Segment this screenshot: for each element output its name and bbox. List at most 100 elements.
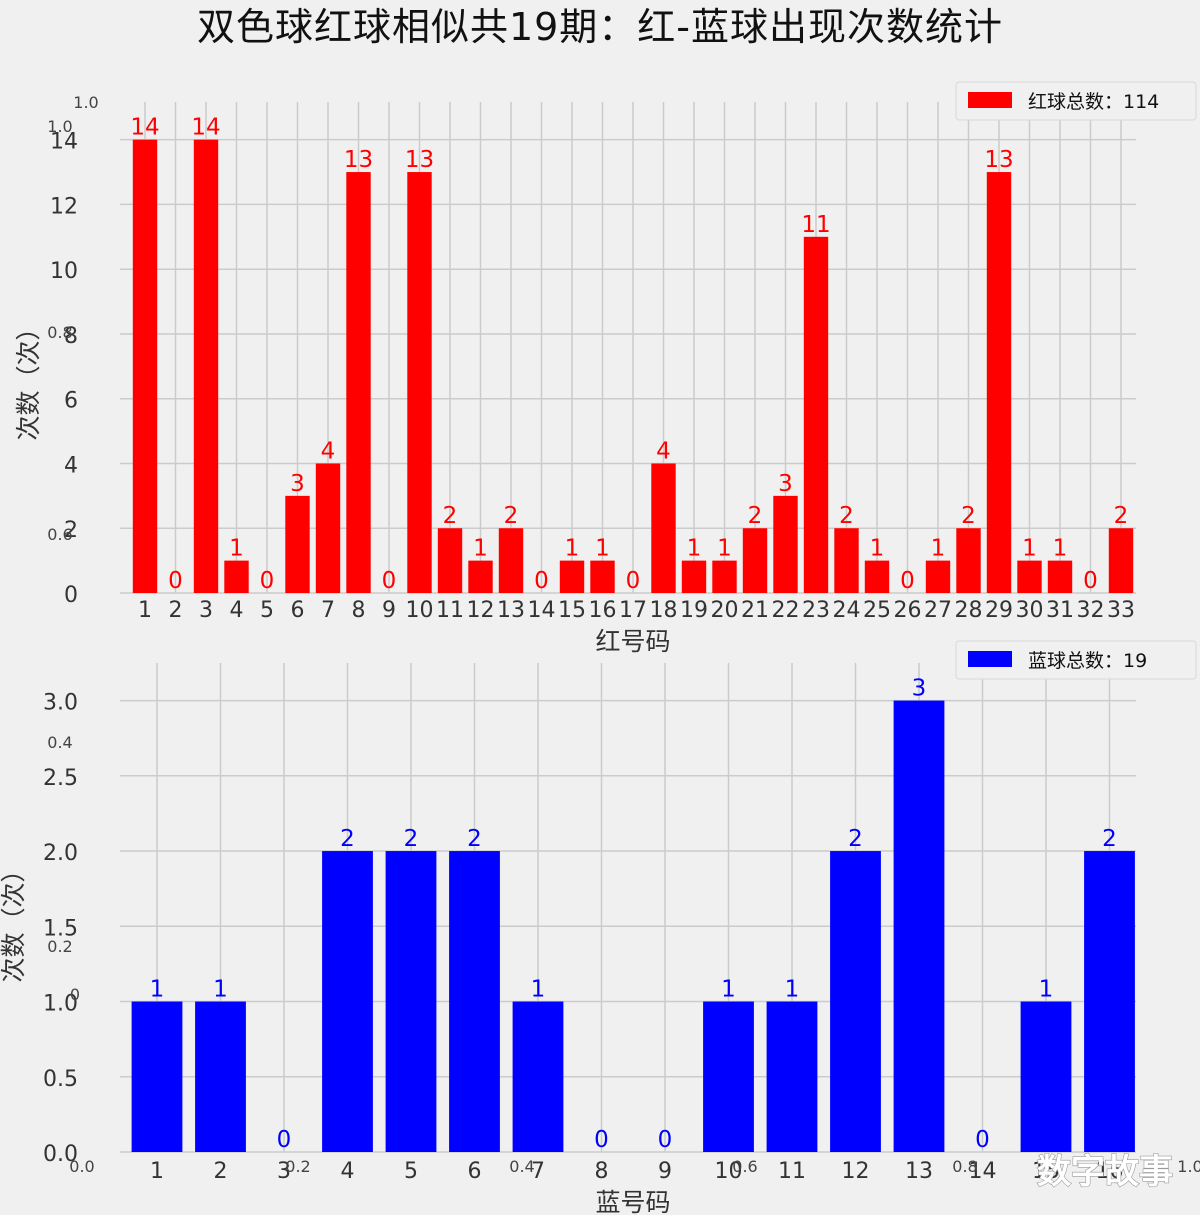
data-label-23: 11 bbox=[801, 212, 830, 238]
x-tick-label-13: 13 bbox=[905, 1159, 933, 1184]
bar-11 bbox=[437, 528, 463, 593]
bar-22 bbox=[773, 495, 798, 593]
data-label-7: 4 bbox=[321, 438, 336, 464]
bar-11 bbox=[766, 1001, 818, 1152]
legend-label: 红球总数：114 bbox=[1028, 91, 1159, 113]
bar-23 bbox=[803, 236, 829, 594]
bar-8 bbox=[346, 172, 371, 594]
bar-10 bbox=[407, 172, 432, 594]
x-tick-label-14: 14 bbox=[969, 1159, 997, 1184]
y-tick-label: 4 bbox=[64, 453, 78, 478]
data-label-15: 1 bbox=[1039, 977, 1054, 1003]
x-tick-label-11: 11 bbox=[436, 598, 464, 623]
watermark-text: 数字故事 bbox=[1037, 1152, 1173, 1192]
y-axis-label: 次数（次） bbox=[0, 857, 28, 982]
data-label-1: 1 bbox=[150, 977, 165, 1003]
x-tick-label-6: 6 bbox=[468, 1159, 482, 1184]
bar-16 bbox=[1084, 851, 1135, 1152]
bar-15 bbox=[559, 560, 585, 593]
y-tick-label: 2.5 bbox=[43, 766, 78, 791]
bar-4 bbox=[322, 851, 373, 1152]
ghost-x-tick: 0.4 bbox=[509, 1157, 534, 1176]
data-label-6: 3 bbox=[290, 471, 305, 497]
data-label-3: 14 bbox=[191, 115, 220, 141]
x-tick-label-9: 9 bbox=[382, 598, 396, 623]
x-tick-label-12: 12 bbox=[467, 598, 495, 623]
data-label-4: 2 bbox=[340, 826, 355, 852]
data-label-5: 0 bbox=[260, 568, 275, 594]
data-label-13: 3 bbox=[912, 676, 927, 702]
data-label-29: 13 bbox=[984, 147, 1013, 173]
x-tick-label-33: 33 bbox=[1107, 598, 1135, 623]
x-tick-label-12: 12 bbox=[842, 1159, 870, 1184]
x-tick-label-24: 24 bbox=[833, 598, 861, 623]
chart-title: 双色球红球相似共19期：红-蓝球出现次数统计 bbox=[196, 5, 1004, 49]
legend-box bbox=[955, 640, 1197, 680]
bar-30 bbox=[1017, 560, 1042, 593]
bar-7 bbox=[315, 463, 341, 593]
data-label-16: 1 bbox=[595, 536, 610, 562]
data-label-13: 2 bbox=[504, 503, 519, 529]
legend-label: 蓝球总数：19 bbox=[1028, 650, 1147, 672]
bar-24 bbox=[834, 528, 859, 593]
x-tick-label-8: 8 bbox=[595, 1159, 609, 1184]
data-label-12: 2 bbox=[848, 826, 863, 852]
data-label-11: 1 bbox=[785, 977, 800, 1003]
x-tick-label-10: 10 bbox=[406, 598, 434, 623]
data-label-26: 0 bbox=[900, 568, 915, 594]
data-label-28: 2 bbox=[961, 503, 976, 529]
data-label-9: 0 bbox=[658, 1127, 673, 1153]
y-tick-label: 0 bbox=[64, 583, 78, 608]
data-label-19: 1 bbox=[687, 536, 702, 562]
data-label-11: 2 bbox=[443, 503, 458, 529]
x-tick-label-15: 15 bbox=[1032, 1159, 1060, 1184]
bar-6 bbox=[449, 851, 500, 1152]
data-label-32: 0 bbox=[1083, 568, 1098, 594]
data-label-8: 0 bbox=[594, 1127, 609, 1153]
x-tick-label-5: 5 bbox=[404, 1159, 418, 1184]
y-tick-label: 3.0 bbox=[43, 691, 78, 716]
data-label-27: 1 bbox=[931, 536, 946, 562]
y-tick-label: 0.0 bbox=[43, 1142, 78, 1167]
data-label-10: 13 bbox=[405, 147, 434, 173]
x-tick-label-28: 28 bbox=[955, 598, 983, 623]
y-tick-label: 2.0 bbox=[43, 841, 78, 866]
data-label-10: 1 bbox=[721, 977, 736, 1003]
data-label-12: 1 bbox=[473, 536, 488, 562]
bar-1 bbox=[131, 1001, 183, 1152]
x-axis-label: 红号码 bbox=[595, 627, 670, 656]
bar-3 bbox=[193, 139, 219, 593]
y-tick-label: 2 bbox=[64, 518, 78, 543]
ghost-y-tick: 0.2 bbox=[47, 937, 72, 956]
bar-13 bbox=[498, 528, 524, 593]
data-label-9: 0 bbox=[382, 568, 397, 594]
ghost-y-tick-top: 1.0 bbox=[73, 93, 98, 112]
data-label-21: 2 bbox=[748, 503, 763, 529]
data-label-16: 2 bbox=[1102, 826, 1117, 852]
bar-5 bbox=[385, 851, 437, 1152]
x-tick-label-26: 26 bbox=[894, 598, 922, 623]
x-tick-label-19: 19 bbox=[680, 598, 708, 623]
bar-16 bbox=[590, 560, 615, 593]
bar-18 bbox=[651, 463, 676, 593]
x-tick-label-8: 8 bbox=[352, 598, 366, 623]
bar-12 bbox=[830, 851, 881, 1152]
data-label-2: 0 bbox=[168, 568, 183, 594]
bar-10 bbox=[703, 1001, 754, 1152]
x-tick-label-22: 22 bbox=[772, 598, 800, 623]
data-label-3: 0 bbox=[277, 1127, 292, 1153]
data-label-8: 13 bbox=[344, 147, 373, 173]
bar-4 bbox=[224, 560, 249, 593]
x-tick-label-32: 32 bbox=[1077, 598, 1105, 623]
x-tick-label-4: 4 bbox=[341, 1159, 355, 1184]
data-label-24: 2 bbox=[839, 503, 854, 529]
x-tick-label-29: 29 bbox=[985, 598, 1013, 623]
legend-box bbox=[955, 81, 1197, 121]
x-tick-label-2: 2 bbox=[169, 598, 183, 623]
x-tick-label-3: 3 bbox=[277, 1159, 291, 1184]
x-tick-label-5: 5 bbox=[260, 598, 274, 623]
bar-12 bbox=[468, 560, 493, 593]
bar-28 bbox=[956, 528, 981, 593]
